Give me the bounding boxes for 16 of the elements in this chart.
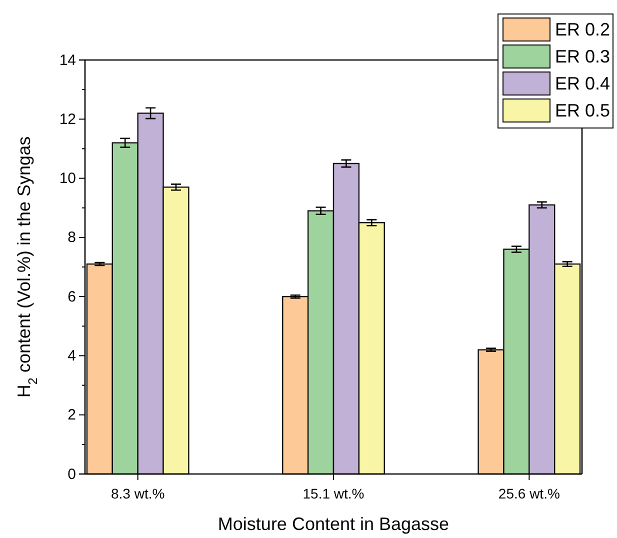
legend-label: ER 0.5 (555, 100, 610, 120)
y-tick-label: 2 (68, 406, 76, 424)
x-tick-label: 15.1 wt.% (302, 485, 364, 502)
y-tick-label: 4 (68, 348, 76, 365)
y-tick-label: 8 (68, 229, 76, 246)
y-tick-label: 14 (59, 52, 76, 69)
y-tick-label: 12 (59, 110, 76, 128)
x-tick-label: 25.6 wt.% (498, 485, 560, 502)
x-axis-title: Moisture Content in Bagasse (218, 514, 450, 534)
y-tick-label: 10 (59, 170, 76, 188)
x-tick-label: 8.3 wt.% (110, 485, 165, 502)
legend-label: ER 0.3 (555, 46, 610, 66)
y-tick-label: 0 (68, 466, 76, 483)
legend-label: ER 0.2 (555, 20, 610, 40)
y-tick-label: 6 (68, 288, 76, 306)
legend-label: ER 0.4 (555, 74, 610, 94)
